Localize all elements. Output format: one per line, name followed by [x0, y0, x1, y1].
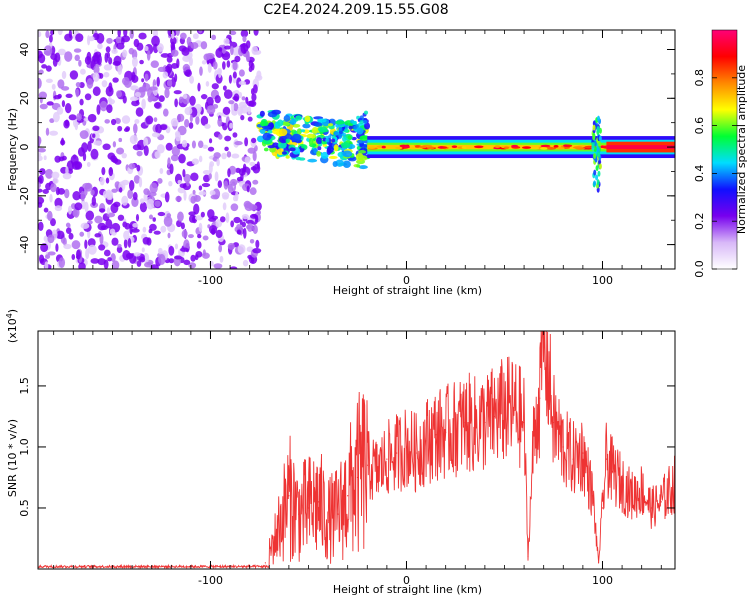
snr-data-point [386, 458, 388, 460]
snr-x-axis-label: Height of straight line (km) [333, 583, 482, 596]
snr-data-point [405, 446, 408, 448]
snr-scale-prefix: (x10 [6, 318, 19, 343]
snr-data-point [276, 531, 278, 533]
snr-data-point [494, 415, 496, 418]
colorbar: 0.0 0.2 0.4 0.6 0.8 Normalized spectral ampl… [693, 29, 748, 278]
spectrogram-panel: -100 0 100 -40 -20 0 20 40 Height of straight l… [6, 29, 676, 297]
y-tick-label: 40 [18, 43, 31, 57]
y-tick-label: 0.5 [18, 499, 31, 517]
snr-scale-exponent: 4 [5, 313, 14, 318]
spectrogram-region-carrier [367, 115, 675, 193]
snr-data-point [611, 470, 613, 472]
colorbar-tick-label: 0.2 [693, 212, 706, 230]
snr-data-point [347, 495, 349, 497]
snr-data-point [660, 501, 662, 503]
x-tick-label: 0 [403, 574, 410, 587]
colorbar-label: Normalized spectral amplitude [735, 65, 748, 234]
spectrogram-y-axis-label: Frequency (Hz) [6, 108, 19, 191]
snr-data-point [317, 501, 319, 503]
snr-data-point [533, 434, 535, 436]
snr-data-point [527, 556, 529, 558]
snr-data-point [631, 495, 633, 497]
snr-data-point [337, 513, 339, 515]
y-tick-label: 20 [18, 91, 31, 105]
snr-series-line [38, 331, 675, 569]
spectrogram-x-axis-label: Height of straight line (km) [333, 284, 482, 297]
snr-data-point [601, 507, 604, 509]
snr-data-point [605, 458, 608, 460]
snr-data-point [484, 421, 486, 424]
x-tick-label: 100 [592, 274, 613, 287]
x-tick-label: -100 [198, 574, 223, 587]
spectrogram-region-onset [256, 109, 371, 170]
snr-data-point [445, 431, 447, 433]
snr-data-point [327, 519, 329, 521]
snr-data-point [503, 409, 506, 411]
snr-data-point [592, 495, 594, 497]
chart-title: C2E4.2024.209.15.55.G08 [263, 2, 448, 18]
snr-scale-label: (x104) [5, 309, 19, 343]
snr-scale-suffix: ) [6, 309, 19, 313]
y-tick-label: 1.0 [18, 438, 31, 456]
snr-data-point [356, 476, 359, 479]
snr-data-point [435, 434, 437, 436]
snr-y-axis-label: SNR (10 * v/v) [6, 419, 19, 497]
snr-data-point [454, 428, 457, 430]
y-tick-label: -40 [18, 236, 31, 254]
snr-data-point [464, 421, 466, 424]
snr-data-point [597, 562, 600, 564]
colorbar-tick-label: 0.6 [693, 117, 706, 135]
snr-data-point [552, 421, 555, 424]
y-tick-label: 1.5 [18, 377, 31, 395]
snr-data-point [513, 409, 515, 411]
snr-data-point [641, 489, 643, 491]
snr-panel: -100 0 100 0.5 1.0 1.5 Height of straight lin… [5, 309, 676, 596]
snr-frame [37, 330, 676, 570]
y-tick-label: 0 [18, 144, 31, 151]
snr-data-point [474, 424, 476, 426]
colorbar-gradient [711, 29, 738, 270]
x-tick-label: 100 [592, 574, 613, 587]
snr-data-point [307, 507, 310, 509]
snr-data-point [650, 507, 653, 509]
snr-data-point [572, 458, 574, 460]
x-tick-label: 0 [403, 274, 410, 287]
colorbar-tick-label: 0.0 [693, 260, 706, 278]
colorbar-tick-label: 0.4 [693, 165, 706, 183]
snr-data-point [539, 397, 541, 399]
x-tick-label: -100 [198, 274, 223, 287]
colorbar-tick-label: 0.8 [693, 69, 706, 87]
snr-data-point [523, 421, 525, 424]
snr-data-point [582, 452, 584, 454]
snr-data-point [425, 440, 427, 442]
snr-data-point [264, 562, 266, 564]
snr-data-point [396, 452, 398, 454]
snr-data-point [376, 470, 378, 472]
snr-data-point [621, 482, 623, 485]
snr-data-point [415, 452, 417, 454]
snr-data-point [298, 513, 300, 515]
spectrogram-frame [37, 29, 676, 270]
snr-data-point [288, 495, 290, 497]
y-tick-label: -20 [18, 187, 31, 205]
snr-data-point [366, 464, 368, 466]
snr-data-point [562, 446, 564, 448]
